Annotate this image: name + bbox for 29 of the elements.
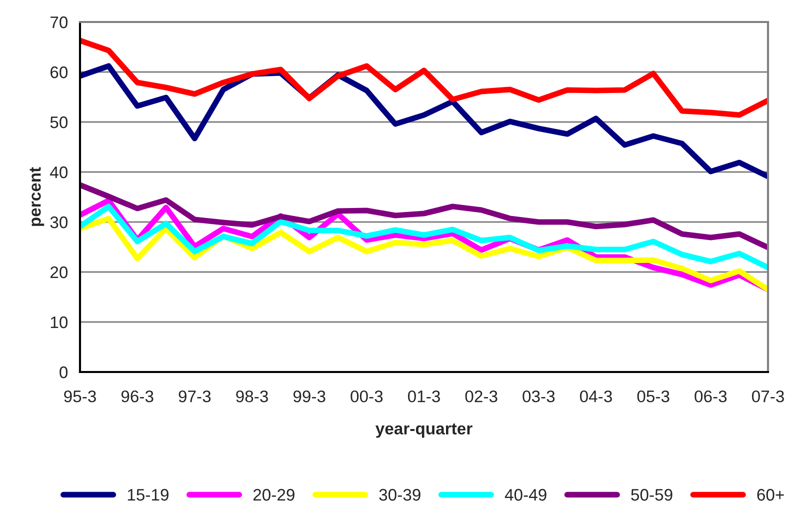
x-axis-title: year-quarter — [376, 423, 472, 438]
x-tick-label: 01-3 — [408, 390, 440, 402]
x-tick-label: 96-3 — [121, 390, 154, 402]
x-tick-label: 98-3 — [236, 390, 268, 402]
x-tick-label: 07-3 — [752, 390, 784, 402]
y-tick-label: 40 — [50, 166, 68, 178]
x-tick-label: 97-3 — [178, 390, 211, 402]
x-tick-label: 95-3 — [64, 390, 96, 402]
y-tick-label: 70 — [50, 16, 68, 28]
x-tick-label: 06-3 — [694, 390, 727, 402]
legend-label: 60+ — [757, 488, 784, 501]
x-tick-label: 99-3 — [293, 390, 326, 402]
x-tick-label: 05-3 — [637, 390, 670, 402]
legend-label: 15-19 — [128, 488, 168, 501]
x-tick-label: 02-3 — [465, 390, 498, 402]
legend-label: 20-29 — [253, 488, 294, 501]
legend-label: 50-59 — [631, 488, 672, 501]
y-tick-label: 30 — [50, 216, 68, 228]
y-tick-label: 20 — [50, 266, 68, 278]
x-tick-label: 04-3 — [580, 390, 612, 402]
x-tick-label: 00-3 — [350, 390, 383, 402]
y-tick-label: 0 — [60, 366, 68, 378]
x-tick-label: 03-3 — [522, 390, 555, 402]
y-tick-label: 50 — [50, 116, 68, 128]
legend-label: 40-49 — [504, 488, 546, 501]
y-axis-title: percent — [30, 167, 44, 226]
legend-label: 30-39 — [379, 488, 420, 501]
y-tick-label: 60 — [50, 66, 68, 78]
y-tick-label: 10 — [50, 316, 68, 328]
